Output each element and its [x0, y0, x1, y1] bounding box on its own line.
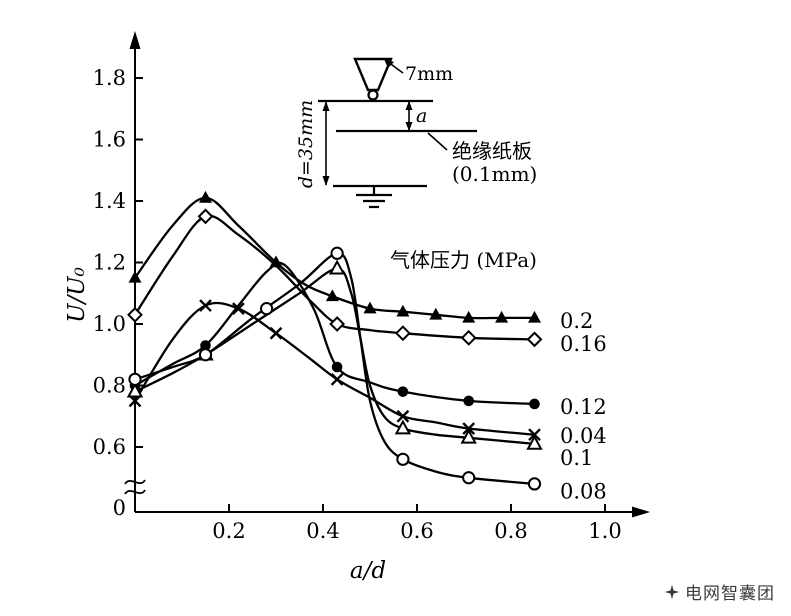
marker-x-cross — [396, 409, 410, 423]
y-tick-label: 1.0 — [93, 312, 126, 336]
paper-leader-line — [427, 132, 448, 151]
marker-filled-triangle — [199, 190, 212, 203]
marker-filled-triangle — [363, 301, 377, 314]
chart-plot: 0.2 0.4 0.6 0.8 1.0 0.6 0.8 1.0 1.2 1.4 1.6 1.8 0 气体压… — [93, 31, 650, 543]
marker-filled-triangle — [325, 289, 339, 302]
marker-open-circle — [330, 246, 344, 260]
marker-open-triangle — [460, 428, 477, 444]
series-label-0.2: 0.2 — [560, 309, 593, 333]
marker-filled-circle — [463, 395, 475, 407]
marker-x-cross — [528, 428, 541, 442]
marker-filled-triangle — [269, 255, 283, 268]
marker-x-cross — [462, 422, 476, 435]
marker-open-diamond — [127, 306, 143, 323]
marker-x-cross — [269, 326, 283, 340]
y-zero-label: 0 — [113, 496, 126, 520]
marker-open-triangle — [526, 434, 543, 450]
marker-x-cross — [199, 299, 212, 312]
watermark-text: 电网智囊团 — [685, 584, 775, 604]
marker-filled-triangle — [462, 310, 476, 323]
marker-open-circle — [527, 477, 542, 491]
series-label-0.12: 0.12 — [560, 395, 607, 419]
y-tick-label: 1.4 — [93, 189, 126, 213]
x-tick-label: 1.0 — [588, 519, 621, 543]
marker-x-cross — [232, 302, 245, 315]
y-tick-label: 0.8 — [93, 374, 126, 398]
depth-label: d=35mm — [295, 100, 317, 188]
depth-arrow-up — [322, 101, 330, 111]
marker-open-diamond — [460, 329, 477, 346]
series-label-0.04: 0.04 — [560, 424, 607, 448]
y-axis-label: U/U₀ — [64, 267, 90, 323]
marker-open-circle — [462, 471, 476, 485]
marker-filled-circle — [397, 386, 409, 397]
y-axis-break — [124, 479, 146, 485]
marker-open-diamond — [394, 325, 411, 342]
series-label-0.1: 0.1 — [560, 446, 593, 470]
x-tick-label: 0.2 — [212, 519, 245, 543]
gap-arrow-down — [405, 122, 413, 131]
gap-arrow-up — [405, 101, 413, 110]
paper-label-line1: 绝缘纸板 — [452, 139, 532, 163]
marker-filled-triangle — [429, 307, 443, 320]
marker-open-circle — [396, 452, 410, 466]
x-tick-label: 0.8 — [494, 519, 527, 543]
depth-arrow-down — [322, 176, 330, 186]
x-tick-label: 0.4 — [306, 519, 339, 543]
y-axis-break — [124, 489, 146, 495]
marker-filled-triangle — [396, 304, 410, 317]
marker-filled-circle — [331, 361, 343, 373]
y-axis-arrow — [129, 31, 141, 49]
marker-filled-circle — [529, 398, 540, 410]
x-axis-arrow — [632, 506, 650, 518]
legend-title: 气体压力 (MPa) — [390, 248, 537, 272]
series-label-0.08: 0.08 — [560, 480, 607, 504]
marker-open-circle — [198, 348, 213, 362]
marker-open-diamond — [526, 331, 543, 348]
paper-label-line2: (0.1mm) — [452, 162, 537, 186]
series-curve-0.04 — [133, 301, 536, 436]
electrode-tip — [367, 89, 379, 101]
x-tick-label: 0.6 — [400, 519, 433, 543]
electrode-cone — [353, 57, 393, 92]
sparkle-icon — [664, 584, 680, 599]
marker-x-cross — [330, 373, 344, 386]
y-tick-label: 1.8 — [93, 66, 126, 90]
marker-open-triangle — [126, 382, 144, 398]
tip-width-arrowhead — [384, 59, 394, 68]
gap-label: a — [416, 105, 427, 127]
watermark: 电网智囊团 — [664, 579, 775, 604]
marker-open-triangle — [328, 259, 346, 275]
marker-open-diamond — [329, 316, 346, 332]
marker-filled-triangle — [128, 270, 142, 283]
marker-filled-triangle — [528, 310, 541, 323]
marker-open-triangle — [394, 419, 412, 435]
electrode-inset: 7mm a 绝缘纸板 (0.1mm) d=35mm — [295, 57, 537, 209]
marker-filled-circle — [200, 340, 211, 351]
x-axis-label: a/d — [350, 558, 386, 584]
y-tick-label: 1.2 — [93, 251, 126, 275]
tip-width-label: 7mm — [405, 63, 453, 85]
series-label-0.16: 0.16 — [560, 332, 607, 356]
marker-open-circle — [128, 372, 142, 386]
y-tick-label: 1.6 — [93, 128, 126, 152]
y-tick-label: 0.6 — [93, 435, 126, 459]
marker-open-diamond — [197, 208, 214, 225]
marker-open-circle — [260, 302, 274, 316]
marker-filled-triangle — [495, 310, 509, 323]
